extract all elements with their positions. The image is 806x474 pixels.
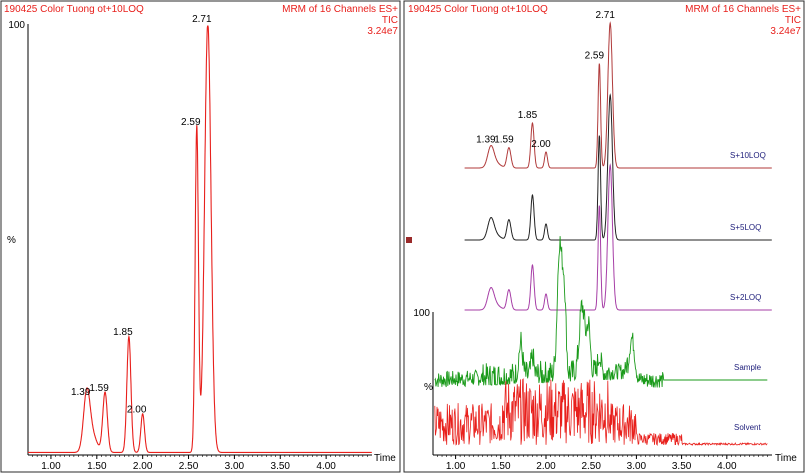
right-panel-marker	[406, 237, 412, 243]
left-x-tick-label-6: 4.00	[316, 461, 336, 472]
left-tic-line	[28, 25, 372, 453]
right-x-tick-label-3: 2.50	[581, 461, 601, 472]
left-x-tick-label-0: 1.00	[41, 461, 61, 472]
right-x-tick-label-6: 4.00	[717, 461, 737, 472]
left-sample-title: 190425 Color Tuong ot+10LOQ	[4, 4, 144, 15]
left-peak-label-2: 1.85	[113, 327, 133, 338]
right-overlay-traces	[434, 21, 772, 447]
right-x-ticks: 1.00 1.50 2.00 2.50 3.00 3.50 4.00	[437, 455, 768, 472]
trace-label-s2loq: S+2LOQ	[730, 293, 761, 302]
right-x-tick-label-2: 2.00	[536, 461, 556, 472]
trace-label-sample: Sample	[734, 363, 762, 372]
right-peak-label-5: 2.71	[595, 10, 615, 21]
left-x-tick-label-4: 3.00	[225, 461, 245, 472]
trace-sample	[434, 236, 768, 388]
left-x-tick-label-1: 1.50	[87, 461, 107, 472]
trace-s5loq	[464, 93, 772, 241]
left-peak-label-4: 2.59	[181, 117, 201, 128]
right-y-axis-label: %	[424, 382, 433, 393]
right-sample-title: 190425 Color Tuong ot+10LOQ	[408, 4, 548, 15]
left-tic-trace	[28, 25, 372, 453]
left-peak-label-5: 2.71	[192, 14, 212, 25]
right-peak-label-0: 1.39	[476, 135, 496, 146]
left-peak-label-0: 1.39	[71, 387, 91, 398]
left-y-top-label: 100	[8, 20, 25, 31]
right-x-tick-label-1: 1.50	[491, 461, 511, 472]
left-x-tick-label-5: 3.50	[271, 461, 291, 472]
right-peak-label-2: 1.85	[518, 110, 538, 121]
right-intensity-label: 3.24e7	[770, 26, 801, 37]
left-peak-label-1: 1.59	[89, 383, 109, 394]
left-channel-info: MRM of 16 Channels ES+	[282, 4, 398, 15]
right-x-tick-label-0: 1.00	[446, 461, 466, 472]
left-intensity-label: 3.24e7	[367, 26, 398, 37]
right-x-tick-label-4: 3.00	[627, 461, 647, 472]
right-tic-label: TIC	[785, 15, 801, 26]
trace-label-solvent: Solvent	[734, 423, 761, 432]
trace-s2loq	[464, 163, 772, 311]
right-x-axis-label: Time	[775, 453, 797, 464]
trace-solvent	[434, 378, 768, 447]
right-x-tick-label-5: 3.50	[672, 461, 692, 472]
left-panel-frame	[0, 0, 401, 473]
right-peak-label-3: 2.00	[531, 139, 551, 150]
trace-s10loq	[464, 21, 772, 169]
left-x-axis-label: Time	[374, 453, 396, 464]
trace-label-s10loq: S+10LOQ	[730, 151, 766, 160]
right-channel-info: MRM of 16 Channels ES+	[685, 4, 801, 15]
right-peak-label-1: 1.59	[494, 135, 514, 146]
left-tic-label: TIC	[382, 15, 398, 26]
trace-label-s5loq: S+5LOQ	[730, 223, 761, 232]
left-x-tick-label-2: 2.00	[133, 461, 153, 472]
right-y-top-label: 100	[413, 308, 430, 319]
left-x-tick-label-3: 2.50	[179, 461, 199, 472]
right-peak-labels: 1.391.59 1.85 2.00 2.59 2.71	[476, 10, 615, 150]
left-y-axis-label: %	[7, 235, 16, 246]
right-peak-label-4: 2.59	[585, 51, 605, 62]
left-peak-label-3: 2.00	[127, 404, 147, 415]
left-x-ticks: 1.00 1.50 2.00 2.50 3.00 3.50 4.00	[32, 455, 368, 472]
left-peak-labels: 1.391.59 1.85 2.00 2.59 2.71	[71, 14, 212, 415]
